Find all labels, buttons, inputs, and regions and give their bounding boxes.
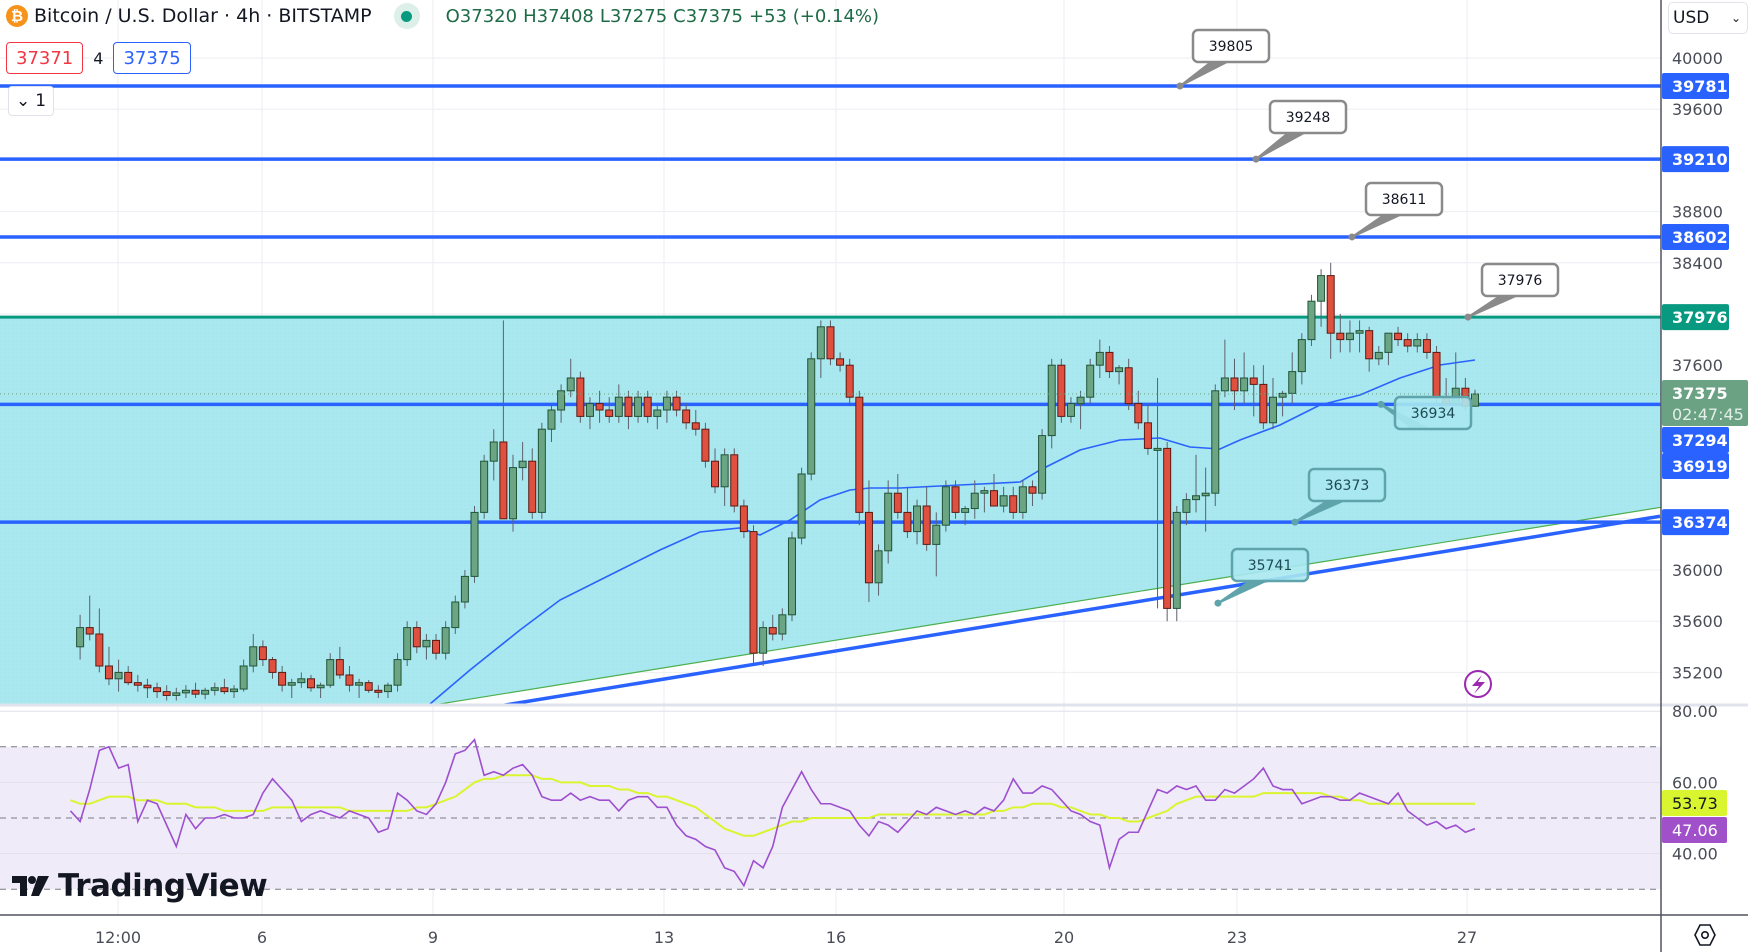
svg-text:12:00: 12:00 [95,928,141,947]
gear-icon [1694,924,1716,946]
svg-text:40.00: 40.00 [1672,845,1718,864]
svg-text:80.00: 80.00 [1672,702,1718,721]
svg-text:27: 27 [1457,928,1477,947]
svg-text:13: 13 [654,928,674,947]
settings-button[interactable] [1690,920,1720,950]
buy-button[interactable]: 37375 [113,42,191,74]
market-status-icon[interactable] [393,3,420,29]
tradingview-icon [12,876,49,896]
lightning-icon[interactable] [1464,670,1492,698]
svg-text:35741: 35741 [1248,558,1293,574]
change-value: +53 (+0.14%) [749,5,880,27]
svg-text:9: 9 [428,928,438,947]
svg-text:38602: 38602 [1672,228,1728,247]
svg-text:38800: 38800 [1672,203,1723,222]
svg-text:39781: 39781 [1672,77,1728,96]
currency-select[interactable]: USD ⌄ [1668,2,1748,34]
svg-text:35200: 35200 [1672,663,1723,682]
moving-average-line [429,359,1476,704]
svg-text:39248: 39248 [1286,110,1331,126]
range-zone [0,315,1661,704]
svg-text:37976: 37976 [1672,308,1728,327]
svg-text:37976: 37976 [1498,273,1543,289]
svg-text:36934: 36934 [1411,406,1456,422]
indicator-count: 1 [35,91,47,111]
svg-text:53.73: 53.73 [1672,794,1718,813]
low-value: L37275 [599,5,668,27]
tradingview-logo[interactable]: TradingView [12,868,268,904]
svg-text:39600: 39600 [1672,100,1723,119]
svg-text:39210: 39210 [1672,150,1728,169]
open-value: O37320 [445,5,518,27]
svg-text:37375: 37375 [1672,384,1728,403]
svg-text:36374: 36374 [1672,513,1728,532]
sell-button[interactable]: 37371 [6,42,84,74]
trade-buttons: 37371 4 37375 [6,42,191,74]
chevron-down-icon: ⌄ [15,91,31,111]
chevron-down-icon: ⌄ [1730,11,1741,25]
svg-text:38400: 38400 [1672,254,1723,273]
svg-text:36373: 36373 [1325,478,1370,494]
svg-text:20: 20 [1054,928,1074,947]
svg-text:16: 16 [826,928,846,947]
svg-text:02:47:45: 02:47:45 [1672,405,1744,424]
bitcoin-icon: ₿ [6,5,28,27]
logo-text: TradingView [58,868,268,904]
svg-text:36919: 36919 [1672,457,1728,476]
currency-value: USD [1673,8,1710,28]
horizontal-levels[interactable] [0,84,1661,788]
symbol-title[interactable]: Bitcoin / U.S. Dollar · 4h · BITSTAMP [34,5,372,27]
svg-text:6: 6 [257,928,267,947]
svg-text:47.06: 47.06 [1672,821,1718,840]
symbol-legend[interactable]: ₿ Bitcoin / U.S. Dollar · 4h · BITSTAMP … [6,3,885,29]
svg-text:39805: 39805 [1209,39,1254,55]
price-callouts[interactable]: 39805 39248 38611 37976 36934 36373 35741 [1176,28,1560,607]
svg-text:38611: 38611 [1382,192,1427,208]
spread-value: 4 [93,48,104,68]
rsi-pane [0,703,1748,890]
svg-text:35600: 35600 [1672,612,1723,631]
close-value: C37375 [673,5,744,27]
svg-text:23: 23 [1227,928,1247,947]
ohlc-values: O37320 H37408 L37275 C37375 +53 (+0.14%) [446,6,885,27]
high-value: H37408 [523,5,594,27]
svg-text:37600: 37600 [1672,356,1723,375]
svg-text:37294: 37294 [1672,431,1728,450]
indicators-toggle-button[interactable]: ⌄ 1 [8,86,54,116]
svg-text:36000: 36000 [1672,561,1723,580]
svg-text:40000: 40000 [1672,49,1723,68]
svg-text:60.00: 60.00 [1672,773,1718,792]
